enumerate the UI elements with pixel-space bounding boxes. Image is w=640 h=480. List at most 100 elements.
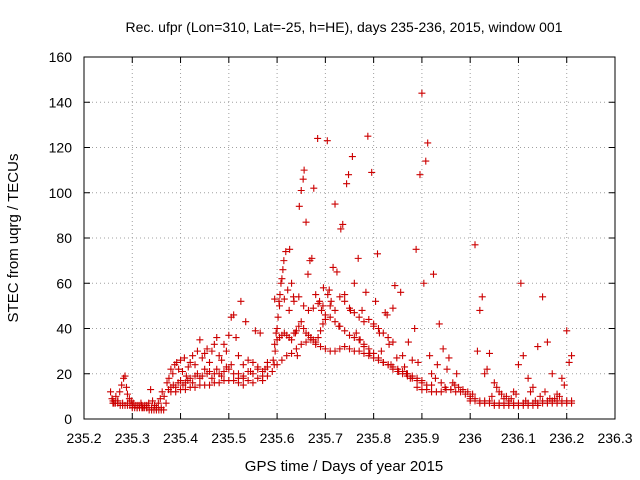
data-point xyxy=(256,329,264,337)
plot-frame xyxy=(83,56,616,420)
data-point xyxy=(327,297,335,305)
data-point xyxy=(249,358,257,366)
data-point xyxy=(485,349,493,357)
data-point xyxy=(355,336,363,344)
data-point xyxy=(259,367,267,375)
data-point xyxy=(193,347,201,355)
data-point xyxy=(175,365,183,373)
data-point xyxy=(428,370,436,378)
data-point xyxy=(325,286,333,294)
data-point xyxy=(165,374,173,382)
x-tick-label: 235.2 xyxy=(66,430,101,446)
data-point xyxy=(201,365,209,373)
data-point xyxy=(412,245,420,253)
x-tick-label: 236 xyxy=(459,430,483,446)
x-tick-label: 235.4 xyxy=(163,430,198,446)
data-point xyxy=(280,295,288,303)
data-point xyxy=(154,399,162,407)
data-point xyxy=(149,397,157,405)
data-point xyxy=(293,352,301,360)
data-point xyxy=(254,365,262,373)
data-point xyxy=(481,370,489,378)
data-point xyxy=(288,279,296,287)
x-tick-label: 235.5 xyxy=(211,430,246,446)
data-point xyxy=(295,322,303,330)
data-point xyxy=(230,377,238,385)
data-point xyxy=(568,397,576,405)
x-tick-label: 235.9 xyxy=(404,430,439,446)
data-points xyxy=(107,89,576,414)
data-point xyxy=(362,288,370,296)
data-point xyxy=(206,381,214,389)
data-point xyxy=(297,318,305,326)
data-point xyxy=(383,311,391,319)
data-point xyxy=(268,367,276,375)
data-point xyxy=(307,336,315,344)
data-point xyxy=(420,279,428,287)
data-point xyxy=(411,325,419,332)
data-point xyxy=(341,297,349,305)
data-point xyxy=(271,295,279,303)
data-point xyxy=(239,381,247,389)
data-point xyxy=(218,372,226,380)
data-point xyxy=(160,392,168,400)
data-point xyxy=(177,377,185,385)
data-point xyxy=(403,372,411,380)
data-point xyxy=(163,379,171,387)
data-point xyxy=(355,313,363,321)
data-point xyxy=(453,370,461,378)
data-point xyxy=(493,383,501,391)
data-point xyxy=(234,352,242,360)
data-point xyxy=(222,347,230,355)
data-point xyxy=(393,354,401,362)
data-point xyxy=(184,363,192,371)
data-point xyxy=(220,340,228,348)
data-point xyxy=(191,361,199,369)
data-point xyxy=(374,325,382,332)
data-point xyxy=(227,361,235,369)
data-point xyxy=(206,358,214,366)
data-point xyxy=(341,327,349,335)
data-point xyxy=(312,291,320,299)
data-point xyxy=(471,241,479,249)
data-point xyxy=(318,306,326,314)
data-point xyxy=(498,390,506,398)
data-point xyxy=(478,293,486,301)
data-point xyxy=(286,245,294,253)
data-point xyxy=(358,306,366,314)
data-point xyxy=(416,171,424,179)
data-point xyxy=(433,361,441,369)
data-point xyxy=(560,381,568,389)
data-point xyxy=(274,313,282,321)
data-point xyxy=(288,349,296,357)
data-point xyxy=(443,365,451,373)
data-point xyxy=(336,293,344,301)
data-point xyxy=(234,370,242,378)
data-point xyxy=(445,354,453,362)
data-point xyxy=(360,340,368,348)
data-point xyxy=(524,374,532,382)
data-point xyxy=(502,392,510,400)
data-point xyxy=(191,383,199,391)
data-point xyxy=(208,347,216,355)
data-point xyxy=(122,383,130,391)
data-point xyxy=(541,388,549,396)
data-point xyxy=(314,300,322,308)
data-point xyxy=(319,320,327,328)
data-point xyxy=(413,377,421,385)
data-point xyxy=(372,297,380,305)
data-point xyxy=(424,139,432,147)
data-point xyxy=(548,370,556,378)
data-point xyxy=(297,186,305,194)
data-point xyxy=(317,327,325,335)
data-point xyxy=(319,284,327,292)
data-point xyxy=(237,297,245,305)
data-point xyxy=(329,263,337,271)
data-point xyxy=(147,386,155,394)
y-tick-label: 0 xyxy=(64,411,72,427)
data-point xyxy=(309,304,317,312)
data-point xyxy=(284,286,292,294)
data-point xyxy=(107,388,115,396)
data-point xyxy=(331,306,339,314)
data-point xyxy=(326,302,334,310)
